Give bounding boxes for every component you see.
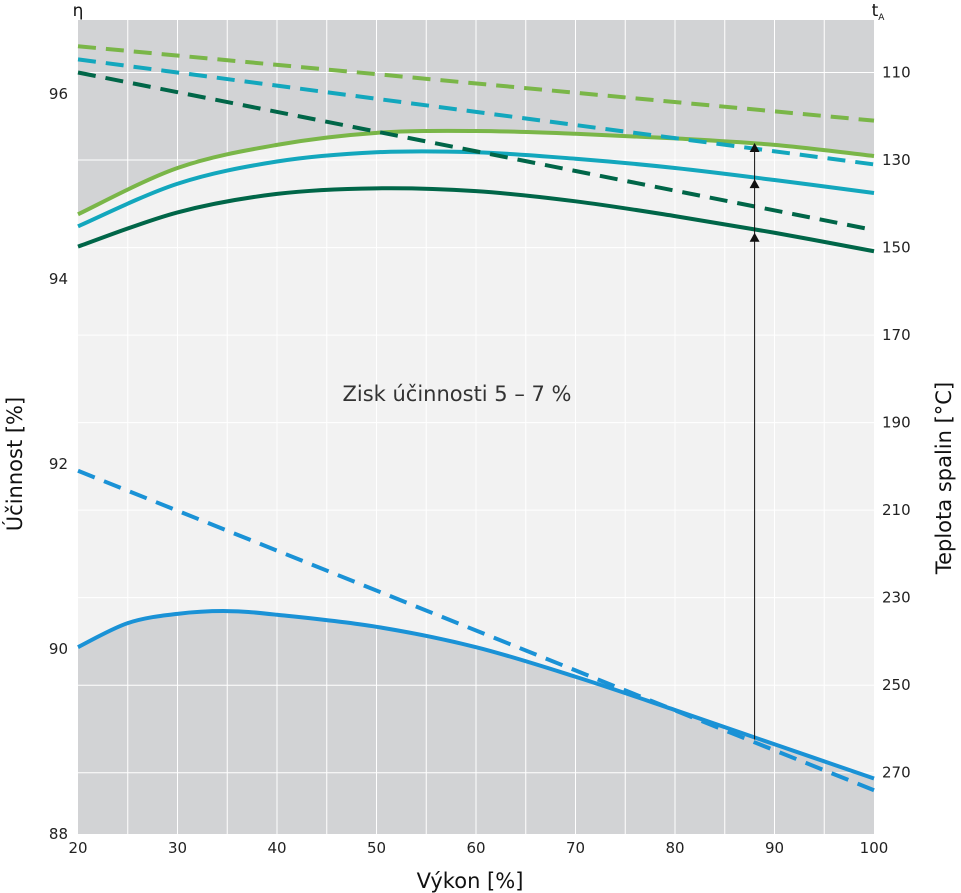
- series-line-6: [77, 57, 875, 167]
- y2-tick-label: 250: [882, 676, 911, 694]
- y-tick-label: 92: [49, 455, 68, 473]
- series-line-1: [77, 128, 875, 217]
- y-tick-label: 90: [49, 640, 68, 658]
- x-tick-label: 20: [68, 839, 87, 857]
- series-line-8: [77, 468, 875, 793]
- eta-symbol: η: [73, 1, 84, 21]
- x-tick-label: 30: [168, 839, 187, 857]
- y2-tick-label: 230: [882, 589, 911, 607]
- x-tick-label: 90: [765, 839, 784, 857]
- series-line-3: [77, 186, 875, 254]
- flue-temp-symbol-sub: A: [878, 13, 885, 23]
- y-tick-label: 94: [49, 270, 68, 288]
- y-tick-label: 88: [49, 825, 68, 843]
- x-tick-label: 70: [566, 839, 585, 857]
- gain-arrow: [749, 143, 760, 740]
- series-line-7: [77, 70, 875, 233]
- flue-temp-symbol-main: t: [872, 1, 879, 21]
- y2-axis-label: Teplota spalin [°C]: [932, 382, 956, 575]
- y2-tick-label: 170: [882, 326, 911, 344]
- y2-tick-label: 110: [882, 64, 911, 82]
- gain-arrow-head-3: [749, 143, 760, 153]
- efficiency-gain-annotation: Zisk účinnosti 5 – 7 %: [342, 382, 571, 406]
- y2-tick-label: 130: [882, 151, 911, 169]
- y-axis-label: Účinnost [%]: [2, 397, 27, 531]
- x-tick-label: 40: [267, 839, 286, 857]
- y-tick-label: 96: [49, 85, 68, 103]
- y2-tick-label: 270: [882, 764, 911, 782]
- gain-arrow-head-1: [749, 232, 760, 242]
- y2-tick-label: 150: [882, 239, 911, 257]
- series-line-4: [77, 609, 875, 781]
- y2-tick-label: 210: [882, 501, 911, 519]
- series-lines: [77, 44, 875, 793]
- series-line-5: [77, 44, 875, 123]
- tick-labels: 20 30 40 50 60 70 80 90 100 88 90 92 94 96 110 130 150 17…: [49, 64, 911, 857]
- x-tick-label: 60: [466, 839, 485, 857]
- x-tick-label: 50: [367, 839, 386, 857]
- y2-tick-label: 190: [882, 414, 911, 432]
- gain-arrow-head-2: [749, 179, 760, 189]
- x-tick-label: 80: [665, 839, 684, 857]
- flue-temp-symbol: tA: [872, 1, 886, 23]
- x-axis-label: Výkon [%]: [417, 869, 524, 893]
- x-tick-label: 100: [860, 839, 889, 857]
